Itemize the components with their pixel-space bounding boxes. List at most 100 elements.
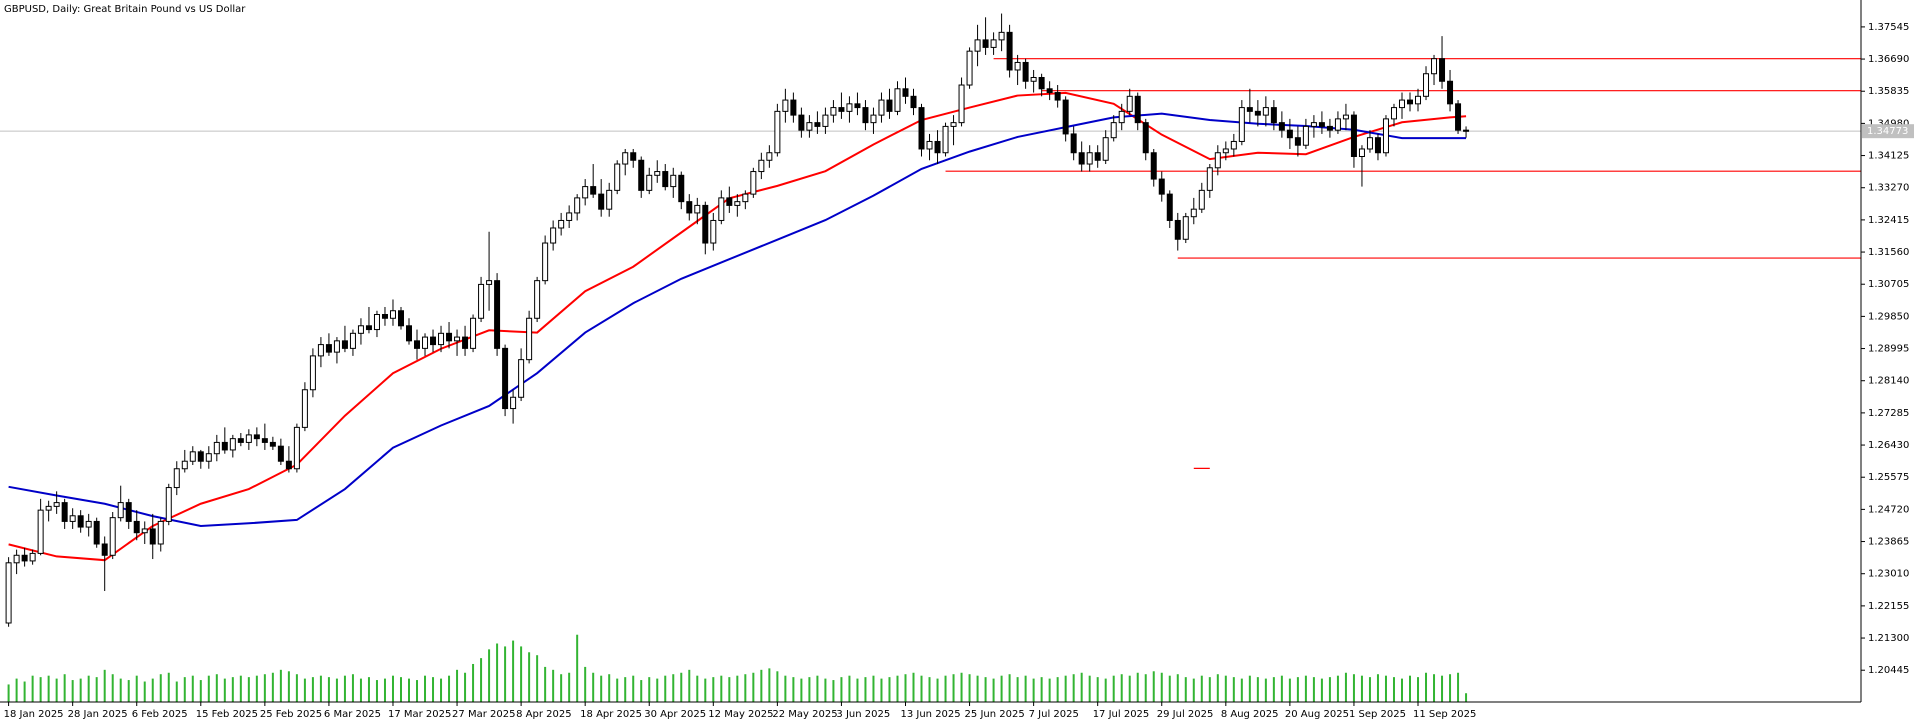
volume-bar bbox=[1016, 677, 1019, 702]
volume-bar bbox=[664, 675, 667, 702]
volume-bar bbox=[1425, 672, 1428, 702]
candle-body bbox=[670, 174, 677, 188]
candle-body bbox=[1094, 152, 1101, 161]
candle-body bbox=[309, 355, 316, 391]
volume-bar bbox=[608, 674, 611, 702]
volume-bar bbox=[87, 675, 90, 702]
candle-body bbox=[926, 140, 933, 150]
volume-bar bbox=[383, 678, 386, 702]
volume-bar bbox=[992, 678, 995, 702]
candle-body bbox=[1222, 148, 1229, 154]
volume-bar bbox=[1064, 675, 1067, 702]
volume-bar bbox=[311, 677, 314, 702]
candle-body bbox=[269, 441, 276, 447]
candle-body bbox=[830, 107, 837, 116]
candle-body bbox=[710, 219, 717, 244]
candle-body bbox=[1334, 118, 1341, 131]
volume-bar bbox=[319, 675, 322, 702]
volume-bar bbox=[1240, 678, 1243, 702]
last-price-box bbox=[1862, 124, 1914, 139]
candles bbox=[5, 13, 1470, 627]
volume-bar bbox=[944, 675, 947, 702]
candle-body bbox=[1423, 73, 1430, 97]
candle-body bbox=[886, 99, 893, 112]
x-tick-label: 22 May 2025 bbox=[772, 709, 837, 720]
candle-body bbox=[397, 310, 404, 327]
volume-bars bbox=[7, 634, 1468, 702]
candle-body bbox=[1318, 122, 1325, 127]
volume-bar bbox=[736, 675, 739, 702]
volume-bar bbox=[632, 675, 635, 702]
volume-bar bbox=[464, 672, 467, 702]
y-tick-label: 1.28995 bbox=[1868, 344, 1909, 355]
x-tick-label: 3 Jun 2025 bbox=[836, 709, 890, 720]
candle-body bbox=[1142, 122, 1149, 154]
candle-body bbox=[1407, 99, 1413, 105]
candle-body bbox=[534, 280, 541, 319]
volume-bar bbox=[1112, 675, 1115, 702]
candle-body bbox=[165, 487, 172, 522]
candle-body bbox=[261, 438, 268, 443]
volume-bar bbox=[1433, 674, 1436, 702]
candle-body bbox=[766, 152, 773, 161]
candle-body bbox=[213, 441, 220, 455]
volume-bar bbox=[1080, 672, 1083, 702]
volume-bar bbox=[1160, 672, 1163, 702]
candle-body bbox=[838, 107, 845, 112]
candle-body bbox=[301, 389, 308, 428]
candle-body bbox=[349, 332, 356, 349]
candle-body bbox=[558, 219, 565, 229]
volume-bar bbox=[1417, 677, 1420, 702]
candle-body bbox=[1262, 107, 1269, 116]
x-tick-label: 6 Mar 2025 bbox=[324, 709, 381, 720]
volume-bar bbox=[728, 677, 731, 702]
volume-bar bbox=[800, 678, 803, 702]
volume-bar bbox=[744, 674, 747, 702]
volume-bar bbox=[159, 674, 162, 702]
volume-bar bbox=[1144, 674, 1147, 702]
volume-bar bbox=[416, 680, 419, 702]
volume-bar bbox=[279, 669, 282, 702]
candle-body bbox=[77, 515, 84, 528]
candle-body bbox=[406, 325, 412, 342]
volume-bar bbox=[1208, 677, 1211, 702]
volume-bar bbox=[7, 684, 10, 702]
candle-body bbox=[1463, 129, 1470, 132]
candle-body bbox=[1398, 99, 1405, 109]
candle-body bbox=[197, 451, 204, 462]
candle-body bbox=[317, 344, 324, 357]
candle-body bbox=[902, 88, 909, 97]
volume-bar bbox=[872, 675, 875, 702]
volume-bar bbox=[1360, 675, 1363, 702]
x-tick-label: 25 Feb 2025 bbox=[260, 709, 322, 720]
candle-body bbox=[846, 103, 853, 112]
candle-body bbox=[205, 453, 212, 462]
candle-body bbox=[942, 125, 949, 154]
candle-body bbox=[702, 204, 709, 244]
volume-bar bbox=[327, 677, 330, 702]
candle-body bbox=[1431, 58, 1438, 75]
volume-bar bbox=[103, 669, 106, 702]
candle-body bbox=[21, 554, 28, 562]
candle-body bbox=[934, 140, 941, 154]
volume-bar bbox=[1328, 677, 1331, 702]
candle-body bbox=[630, 152, 637, 161]
candle-body bbox=[678, 174, 685, 203]
volume-bar bbox=[1368, 677, 1371, 702]
volume-bar bbox=[1344, 672, 1347, 702]
volume-bar bbox=[808, 677, 811, 702]
volume-bar bbox=[1400, 678, 1403, 702]
candle-body bbox=[1366, 137, 1373, 150]
candle-body bbox=[365, 325, 372, 331]
candle-body bbox=[974, 39, 981, 52]
x-tick-label: 28 Jan 2025 bbox=[68, 709, 128, 720]
candle-body bbox=[574, 197, 581, 214]
volume-bar bbox=[215, 674, 218, 702]
volume-bar bbox=[832, 680, 835, 702]
volume-bar bbox=[592, 672, 595, 702]
volume-bar bbox=[1192, 678, 1195, 702]
volume-bar bbox=[191, 675, 194, 702]
volume-bar bbox=[488, 649, 491, 702]
candle-body bbox=[109, 517, 116, 556]
